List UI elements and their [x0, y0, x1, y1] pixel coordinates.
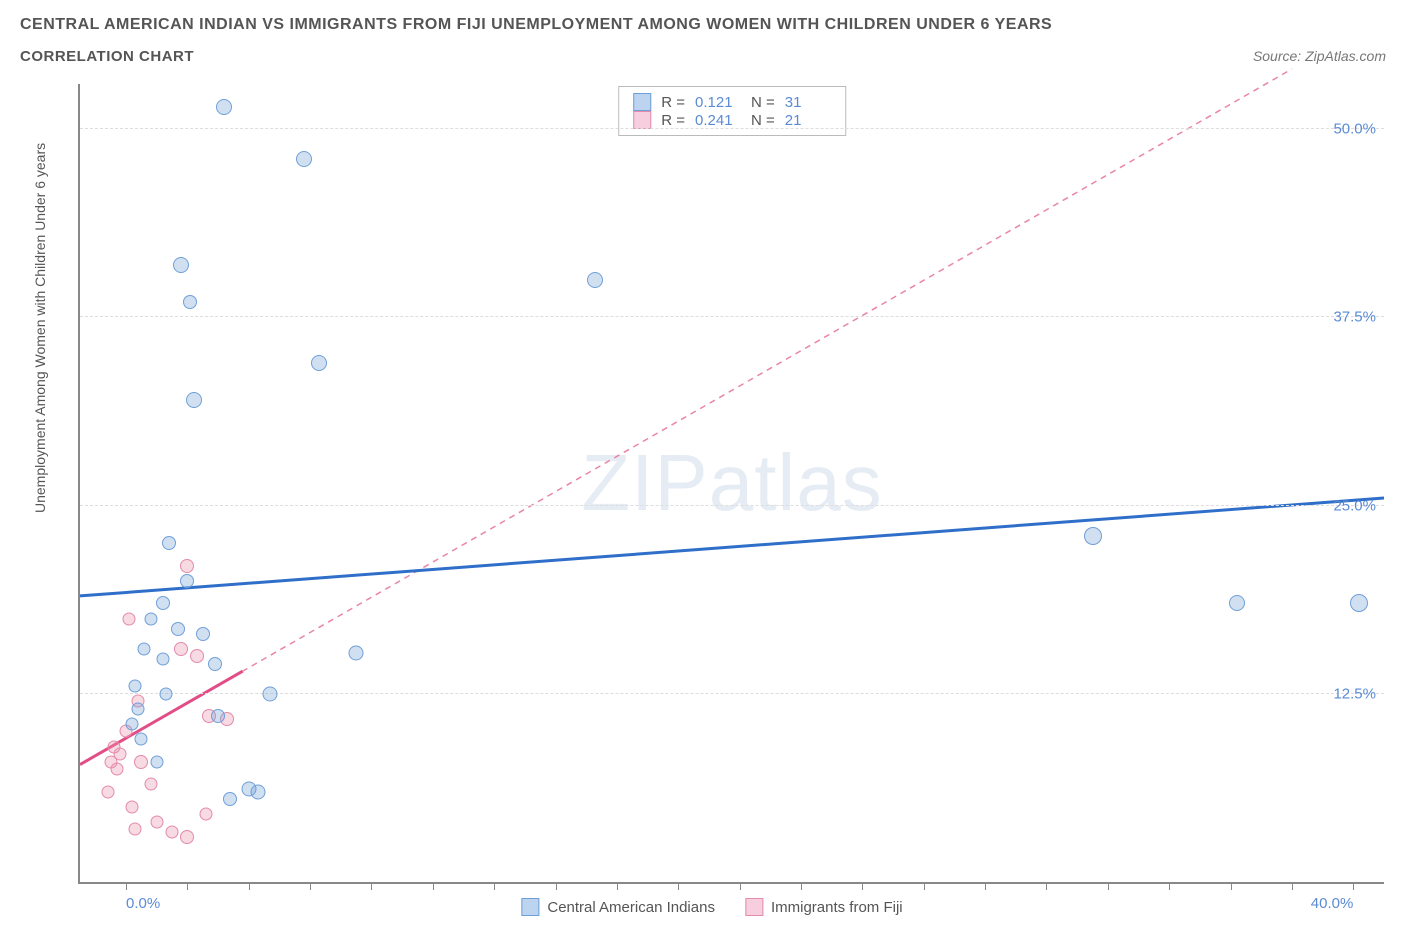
data-point-b: [199, 808, 212, 821]
data-point-a: [311, 355, 327, 371]
swatch-a: [633, 93, 651, 111]
data-point-b: [107, 740, 120, 753]
data-point-b: [144, 778, 157, 791]
data-point-a: [250, 784, 265, 799]
data-point-a: [144, 612, 157, 625]
data-point-a: [135, 732, 148, 745]
legend-label-b: Immigrants from Fiji: [771, 899, 903, 916]
data-point-a: [349, 646, 364, 661]
data-point-a: [1229, 595, 1245, 611]
trend-lines: [80, 84, 1384, 882]
data-point-a: [196, 627, 210, 641]
chart-area: Unemployment Among Women with Children U…: [30, 84, 1394, 922]
chart-title: CENTRAL AMERICAN INDIAN VS IMMIGRANTS FR…: [20, 16, 1386, 34]
data-point-a: [171, 622, 185, 636]
watermark: ZIPatlas: [581, 437, 882, 529]
stat-r-b: 0.241: [695, 112, 741, 129]
data-point-a: [587, 272, 603, 288]
stat-r-a: 0.121: [695, 94, 741, 111]
data-point-a: [162, 536, 176, 550]
stat-r-label2: R =: [661, 112, 685, 129]
data-point-a: [126, 717, 139, 730]
data-point-a: [1350, 594, 1368, 612]
data-point-a: [156, 596, 170, 610]
data-point-a: [129, 680, 142, 693]
source-label: Source: ZipAtlas.com: [1253, 48, 1386, 64]
data-point-a: [223, 792, 237, 806]
stats-row-a: R = 0.121 N = 31: [633, 93, 831, 111]
data-point-b: [180, 830, 194, 844]
chart-header: CENTRAL AMERICAN INDIAN VS IMMIGRANTS FR…: [0, 0, 1406, 65]
legend-label-a: Central American Indians: [547, 899, 715, 916]
data-point-b: [129, 823, 142, 836]
chart-subtitle: CORRELATION CHART: [20, 48, 194, 65]
data-point-b: [174, 642, 188, 656]
y-tick-label: 12.5%: [1333, 685, 1376, 702]
legend-swatch-a: [521, 898, 539, 916]
data-point-a: [208, 657, 222, 671]
data-point-a: [296, 151, 312, 167]
y-tick-label: 25.0%: [1333, 497, 1376, 514]
data-point-a: [173, 257, 189, 273]
data-point-a: [156, 653, 169, 666]
swatch-b: [633, 111, 651, 129]
data-point-b: [134, 755, 148, 769]
data-point-b: [126, 800, 139, 813]
data-point-a: [186, 392, 202, 408]
data-point-b: [104, 755, 117, 768]
data-point-b: [123, 612, 136, 625]
data-point-a: [211, 709, 225, 723]
x-tick-label: 40.0%: [1311, 895, 1354, 912]
data-point-b: [101, 785, 114, 798]
data-point-a: [159, 687, 172, 700]
data-point-b: [166, 826, 179, 839]
data-point-b: [150, 815, 163, 828]
stat-n-label: N =: [751, 94, 775, 111]
data-point-a: [132, 702, 145, 715]
data-point-b: [180, 559, 194, 573]
data-point-a: [183, 295, 197, 309]
y-tick-label: 50.0%: [1333, 121, 1376, 138]
data-point-a: [180, 574, 194, 588]
bottom-legend: Central American Indians Immigrants from…: [521, 898, 902, 916]
stat-n-label2: N =: [751, 112, 775, 129]
data-point-a: [1084, 527, 1102, 545]
data-point-a: [150, 755, 163, 768]
y-axis-label: Unemployment Among Women with Children U…: [32, 493, 48, 513]
stats-row-b: R = 0.241 N = 21: [633, 111, 831, 129]
data-point-a: [263, 686, 278, 701]
legend-swatch-b: [745, 898, 763, 916]
stat-r-label: R =: [661, 94, 685, 111]
plot-area: ZIPatlas R = 0.121 N = 31 R = 0.241 N = …: [78, 84, 1384, 884]
data-point-a: [216, 99, 232, 115]
stat-n-a: 31: [785, 94, 831, 111]
legend-item-a: Central American Indians: [521, 898, 715, 916]
y-tick-label: 37.5%: [1333, 309, 1376, 326]
stat-n-b: 21: [785, 112, 831, 129]
legend-item-b: Immigrants from Fiji: [745, 898, 903, 916]
data-point-a: [138, 642, 151, 655]
x-tick-label: 0.0%: [126, 895, 160, 912]
data-point-b: [190, 649, 204, 663]
